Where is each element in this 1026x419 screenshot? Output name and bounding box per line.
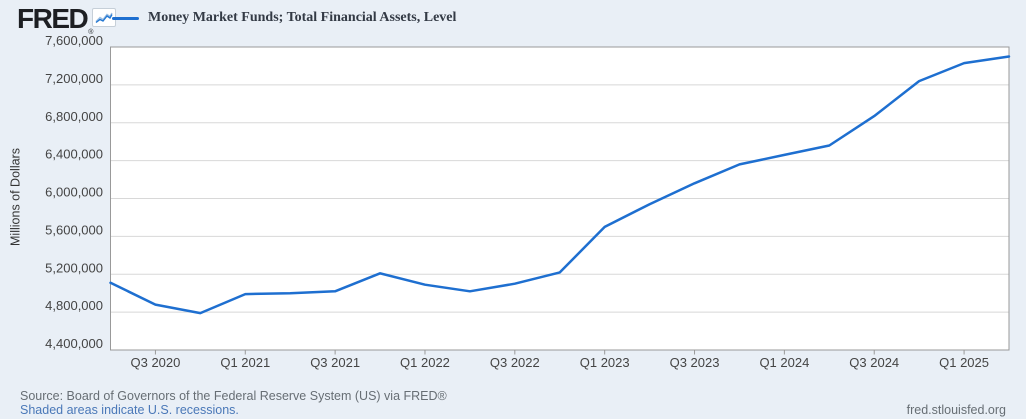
series-line[interactable] bbox=[109, 55, 1011, 315]
y-tick-label: 5,600,000 bbox=[45, 222, 103, 237]
x-tick-label: Q1 2023 bbox=[580, 355, 630, 370]
legend-line-swatch bbox=[112, 16, 139, 20]
x-tick-label: Q3 2021 bbox=[310, 355, 360, 370]
legend-series-label[interactable]: Money Market Funds; Total Financial Asse… bbox=[148, 10, 457, 25]
y-tick-label: 6,800,000 bbox=[45, 109, 103, 124]
y-tick-label: 5,200,000 bbox=[45, 260, 103, 275]
chart-svg[interactable]: 4,400,000 4,800,000 5,200,000 5,600,000 6,00… bbox=[0, 0, 1026, 372]
y-tick-label: 6,400,000 bbox=[45, 147, 103, 162]
x-tick-label: Q1 2024 bbox=[759, 355, 809, 370]
x-tick-label: Q3 2022 bbox=[490, 355, 540, 370]
plot-border bbox=[110, 46, 1010, 351]
y-tick-label: 4,400,000 bbox=[45, 336, 103, 351]
legend: Money Market Funds; Total Financial Asse… bbox=[112, 10, 456, 26]
recession-note-link[interactable]: Shaded areas indicate U.S. recessions. bbox=[20, 403, 239, 417]
source-attribution: Source: Board of Governors of the Federa… bbox=[20, 389, 447, 403]
x-tick-label: Q1 2022 bbox=[400, 355, 450, 370]
fred-logo[interactable]: FRED® bbox=[17, 3, 93, 36]
y-tick-label: 4,800,000 bbox=[45, 298, 103, 313]
x-tick-label: Q3 2023 bbox=[670, 355, 720, 370]
y-tick-label: 6,000,000 bbox=[45, 185, 103, 200]
fred-url-link[interactable]: fred.stlouisfed.org bbox=[906, 403, 1006, 417]
x-tick-label: Q3 2020 bbox=[130, 355, 180, 370]
y-tick-label: 7,200,000 bbox=[45, 71, 103, 86]
fred-logo-text: FRED bbox=[17, 3, 89, 34]
registered-mark: ® bbox=[88, 29, 93, 36]
y-tick-label: 7,600,000 bbox=[45, 33, 103, 48]
x-tick-label: Q3 2024 bbox=[849, 355, 899, 370]
x-tick-label: Q1 2021 bbox=[220, 355, 270, 370]
x-tick-label: Q1 2025 bbox=[939, 355, 989, 370]
